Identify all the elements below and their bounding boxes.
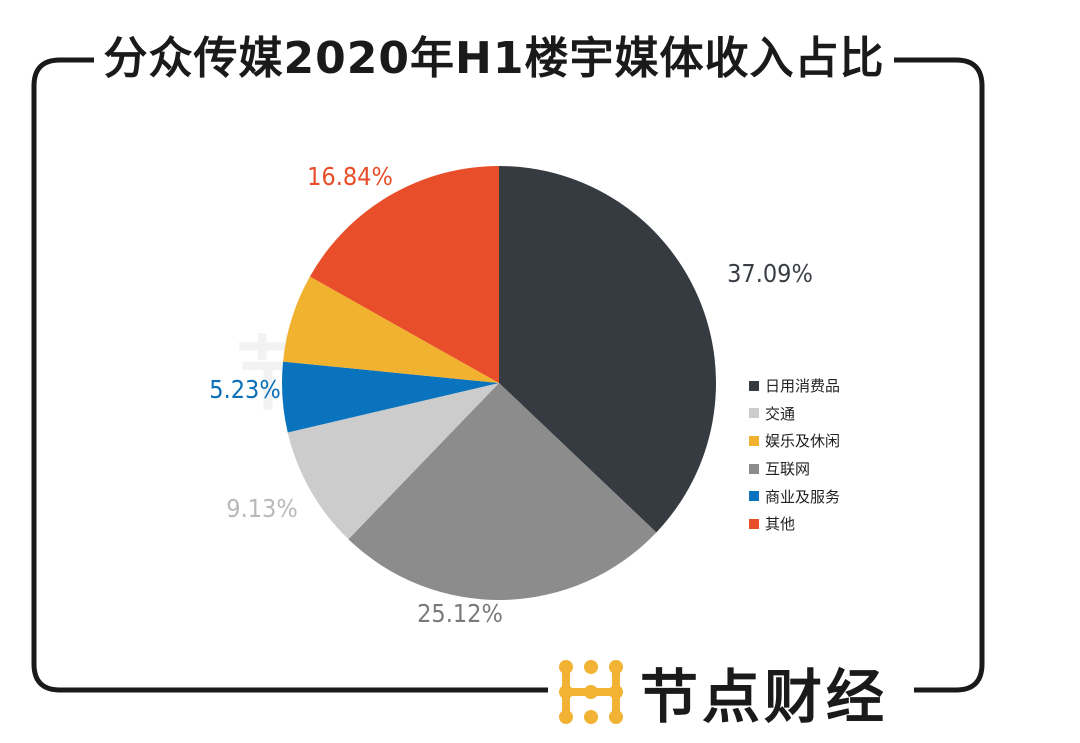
legend-swatch — [749, 435, 759, 446]
legend-swatch — [749, 408, 759, 419]
legend-swatch — [749, 518, 759, 529]
legend-label: 日用消费品 — [765, 377, 841, 396]
pie-slice-3 — [287, 383, 499, 540]
pie-slice-2 — [348, 383, 657, 600]
legend-item-5: 商业及服务 — [749, 482, 840, 510]
brand-name: 节点财经 — [640, 663, 889, 731]
slice-value-label-2: 25.12% — [417, 599, 503, 628]
slice-value-label-6: 16.84% — [307, 162, 393, 191]
legend-swatch — [749, 463, 759, 474]
brand-logo-icon — [559, 660, 623, 724]
legend-swatch — [749, 380, 759, 391]
legend-label: 互联网 — [765, 460, 811, 479]
slice-value-label-1: 37.09% — [727, 259, 813, 288]
legend-label: 娱乐及休闲 — [765, 432, 841, 451]
frame-left-border — [31, 57, 548, 693]
pie-slice-5 — [283, 276, 499, 383]
chart-title: 分众传媒2020年H1楼宇媒体收入占比 — [94, 26, 894, 92]
legend-item-4: 互联网 — [749, 455, 840, 483]
legend-swatch — [749, 491, 759, 502]
legend-item-1: 日用消费品 — [749, 372, 840, 400]
pie-value-labels: 37.09% 25.12% 9.13% 5.23% 16.84% — [209, 162, 813, 628]
pie-slice-6 — [309, 166, 499, 383]
legend-item-2: 交通 — [749, 400, 840, 428]
pie-slice-4 — [281, 361, 499, 433]
pie-slices — [281, 166, 716, 600]
frame-right-border — [894, 57, 985, 693]
legend-item-3: 娱乐及休闲 — [749, 427, 840, 455]
chart-legend: 日用消费品交通娱乐及休闲互联网商业及服务其他 — [749, 372, 840, 538]
legend-label: 其他 — [765, 515, 796, 534]
slice-value-label-4: 5.23% — [209, 375, 280, 404]
legend-label: 交通 — [765, 404, 796, 423]
pie-slice-1 — [499, 166, 716, 533]
legend-label: 商业及服务 — [765, 487, 841, 506]
brand-footer: 节点财经 — [548, 655, 914, 731]
legend-item-6: 其他 — [749, 510, 840, 538]
slice-value-label-3: 9.13% — [226, 494, 297, 523]
